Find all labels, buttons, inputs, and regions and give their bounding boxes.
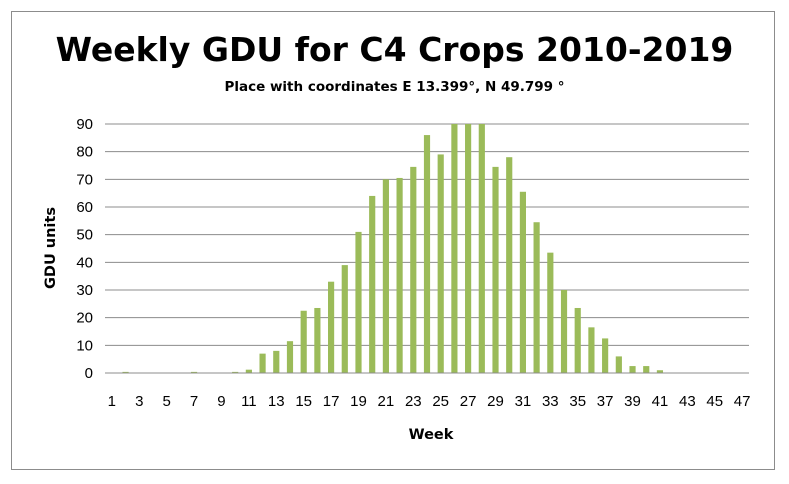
bar-week-10 bbox=[232, 371, 239, 373]
bar-week-33 bbox=[547, 252, 554, 373]
bar-week-23 bbox=[410, 166, 417, 373]
bar-week-25 bbox=[437, 154, 444, 373]
y-axis-ticks: 0 10 20 30 40 50 60 70 80 90 bbox=[76, 116, 93, 382]
y-tick-label: 40 bbox=[76, 254, 93, 271]
y-tick-label: 20 bbox=[76, 310, 93, 327]
bar-week-2 bbox=[122, 371, 129, 373]
bar-week-13 bbox=[273, 350, 280, 373]
y-tick-label: 10 bbox=[76, 337, 93, 354]
bar-week-19 bbox=[355, 231, 362, 373]
bar-week-41 bbox=[656, 370, 664, 373]
x-tick-label: 25 bbox=[432, 393, 449, 410]
bar-week-22 bbox=[396, 177, 403, 373]
bar-week-40 bbox=[643, 366, 650, 373]
x-tick-label: 7 bbox=[190, 393, 198, 410]
x-tick-label: 33 bbox=[542, 393, 559, 410]
bar-week-28 bbox=[478, 124, 485, 373]
x-tick-label: 13 bbox=[268, 393, 285, 410]
x-tick-label: 23 bbox=[405, 393, 422, 410]
x-tick-label: 47 bbox=[734, 393, 751, 410]
x-axis-title: Week bbox=[409, 427, 454, 443]
bar-week-14 bbox=[286, 341, 294, 373]
bar-week-12 bbox=[259, 353, 266, 373]
x-tick-label: 39 bbox=[624, 393, 641, 410]
x-tick-label: 43 bbox=[679, 393, 696, 410]
bar-week-24 bbox=[423, 135, 431, 373]
bar-week-36 bbox=[588, 327, 595, 373]
x-tick-label: 21 bbox=[378, 393, 395, 410]
x-tick-label: 17 bbox=[323, 393, 340, 410]
y-axis-title: GDU units bbox=[43, 207, 59, 289]
bar-week-11 bbox=[245, 369, 252, 373]
x-tick-label: 31 bbox=[515, 393, 532, 410]
y-tick-label: 50 bbox=[76, 227, 93, 244]
chart-subtitle: Place with coordinates E 13.399°, N 49.7… bbox=[224, 79, 565, 95]
bar-week-17 bbox=[328, 281, 335, 373]
bars bbox=[122, 124, 664, 373]
bar-week-29 bbox=[492, 166, 499, 373]
x-tick-label: 15 bbox=[295, 393, 312, 410]
bar-week-37 bbox=[602, 338, 609, 373]
bar-week-26 bbox=[451, 124, 458, 373]
bar-week-34 bbox=[560, 290, 568, 373]
bar-week-27 bbox=[465, 124, 472, 373]
bar-week-21 bbox=[382, 179, 389, 373]
x-tick-label: 19 bbox=[350, 393, 367, 410]
x-axis-ticks: 1 3 5 7 9 11 13 15 17 19 21 23 25 27 29 31 33 35 37 39 41 43 4… bbox=[108, 393, 751, 410]
y-tick-label: 90 bbox=[76, 116, 93, 133]
bar-week-38 bbox=[615, 356, 622, 373]
x-tick-label: 37 bbox=[597, 393, 614, 410]
bar-week-16 bbox=[314, 307, 321, 373]
bar-week-20 bbox=[369, 195, 376, 373]
x-tick-label: 41 bbox=[652, 393, 669, 410]
chart-frame bbox=[11, 11, 775, 470]
y-tick-label: 30 bbox=[76, 282, 93, 299]
bar-week-15 bbox=[300, 310, 307, 373]
y-tick-label: 60 bbox=[76, 199, 93, 216]
bar-week-32 bbox=[533, 222, 540, 373]
bar-week-31 bbox=[519, 191, 526, 373]
chart-title: Weekly GDU for C4 Crops 2010-2019 bbox=[55, 30, 734, 69]
x-tick-label: 9 bbox=[217, 393, 225, 410]
bar-week-30 bbox=[506, 157, 513, 373]
x-tick-label: 27 bbox=[460, 393, 477, 410]
bar-week-39 bbox=[629, 366, 636, 373]
bar-week-18 bbox=[341, 265, 348, 373]
y-tick-label: 0 bbox=[85, 365, 93, 382]
x-tick-label: 45 bbox=[706, 393, 723, 410]
bar-week-35 bbox=[574, 307, 581, 373]
x-tick-label: 11 bbox=[241, 393, 257, 410]
bar-week-7 bbox=[190, 371, 198, 373]
x-tick-label: 35 bbox=[569, 393, 586, 410]
x-tick-label: 1 bbox=[108, 393, 116, 410]
y-tick-label: 70 bbox=[76, 171, 93, 188]
x-tick-label: 5 bbox=[162, 393, 170, 410]
x-tick-label: 29 bbox=[487, 393, 504, 410]
y-tick-label: 80 bbox=[76, 144, 93, 161]
x-tick-label: 3 bbox=[135, 393, 143, 410]
